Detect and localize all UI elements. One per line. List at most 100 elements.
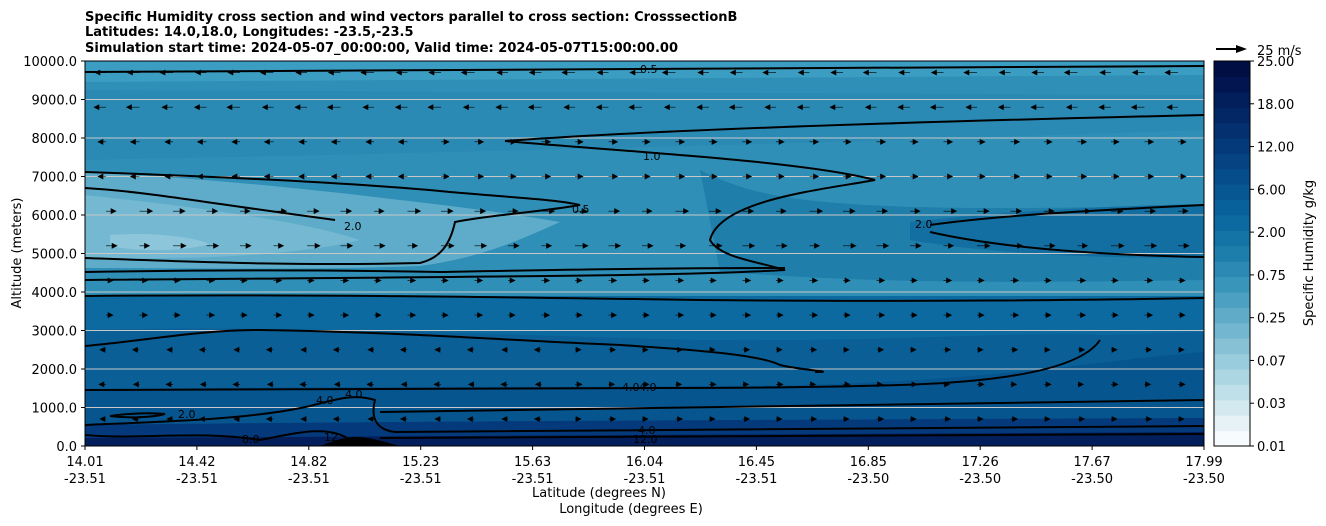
colorbar-segment — [1214, 76, 1250, 93]
wind-vector — [332, 416, 341, 423]
wind-vector — [330, 138, 341, 145]
wind-vector — [165, 381, 173, 388]
wind-vector — [742, 242, 756, 249]
wind-vector — [1044, 173, 1053, 180]
x-axis: 14.01 -23.51 14.42 -23.51 14.82 -23.51 15.23 -2… — [64, 446, 1225, 487]
wind-vector — [675, 381, 683, 388]
wind-vector — [829, 104, 843, 111]
wind-vector — [629, 69, 642, 76]
wind-vector — [467, 381, 475, 388]
wind-vector — [809, 381, 817, 388]
wind-vector — [173, 242, 187, 249]
wind-vector — [294, 104, 307, 111]
colorbar-segment — [1214, 215, 1250, 231]
wind-vector — [533, 346, 542, 353]
wind-vector — [661, 69, 676, 76]
wind-vector — [1111, 416, 1118, 423]
wind-vector — [299, 381, 307, 388]
wind-vector — [575, 346, 582, 353]
colorbar-tick-label: 0.25 — [1257, 312, 1286, 327]
wind-vector — [742, 346, 751, 353]
wind-vector — [132, 381, 140, 388]
wind-vector — [1010, 208, 1023, 215]
x-tick-label-lat: 16.45 — [738, 455, 775, 470]
colorbar-segment — [1214, 292, 1250, 308]
wind-vector — [843, 346, 850, 353]
wind-vector — [965, 104, 977, 111]
wind-vector — [434, 416, 441, 423]
colorbar-tick-label: 0.01 — [1257, 440, 1286, 455]
wind-vector — [596, 69, 609, 76]
wind-vector — [508, 312, 516, 319]
x-tick-label-lat: 17.26 — [962, 455, 999, 470]
wind-vector — [943, 138, 954, 145]
colorbar-segment — [1214, 184, 1250, 201]
wind-vector — [125, 104, 140, 111]
wind-vector — [226, 104, 240, 111]
contour-label: 2.0 — [344, 220, 362, 233]
wind-vector — [843, 138, 852, 145]
wind-vector — [231, 138, 240, 145]
wind-vector — [1178, 138, 1187, 145]
wind-vector — [231, 173, 240, 180]
x-tick-label-lon: -23.51 — [64, 472, 106, 487]
x-tick-label-lat: 16.85 — [850, 455, 887, 470]
wind-vector — [930, 69, 944, 76]
colorbar-segment — [1214, 107, 1250, 124]
contour-label: 4.0 — [639, 381, 657, 394]
wind-vector — [709, 242, 723, 249]
wind-vector — [776, 381, 784, 388]
wind-vector — [977, 173, 986, 180]
wind-vector — [261, 104, 274, 111]
wind-vector — [910, 312, 918, 319]
wind-vector — [1010, 312, 1020, 319]
wind-vector — [642, 346, 649, 353]
x-tick-label-lat: 14.01 — [66, 455, 103, 470]
wind-vector — [910, 208, 921, 215]
y-tick-label: 6000.0 — [32, 209, 78, 224]
colorbar-segment — [1214, 91, 1250, 108]
wind-vector — [129, 173, 140, 180]
wind-vector — [265, 346, 274, 353]
contour-label: 12.0 — [633, 433, 658, 446]
wind-vector — [233, 416, 240, 423]
wind-vector — [263, 138, 274, 145]
wind-vector — [173, 208, 186, 215]
wind-vector — [508, 173, 517, 180]
wind-vector — [876, 416, 885, 423]
contour-line-2.0-a — [85, 267, 786, 274]
contour-lines — [85, 65, 1204, 442]
wind-vector — [474, 138, 485, 145]
colorbar-segment — [1214, 245, 1250, 262]
wind-vector — [762, 69, 776, 76]
wind-vector — [196, 173, 207, 180]
wind-vectors — [93, 69, 1190, 423]
colorbar-segment — [1214, 369, 1250, 385]
wind-vector — [508, 277, 516, 284]
wind-vector — [263, 173, 274, 180]
wind-vector — [199, 381, 207, 388]
wind-vector — [1144, 277, 1154, 284]
colorbar-ticks: 0.01 0.03 0.07 0.25 0.75 2.00 6.00 12.00 18.00 25… — [1250, 55, 1294, 455]
wind-vector — [776, 173, 785, 180]
colorbar-segment — [1214, 153, 1250, 170]
wind-vector — [943, 208, 958, 215]
wind-vector — [776, 242, 788, 249]
wind-vector — [898, 69, 910, 76]
wind-vector — [1077, 346, 1086, 353]
colorbar-tick-label: 12.00 — [1257, 141, 1294, 156]
wind-vector — [709, 277, 717, 284]
wind-vector — [1077, 416, 1086, 423]
wind-vector — [1044, 416, 1051, 423]
wind-vector — [977, 277, 985, 284]
wind-vector — [1144, 312, 1154, 319]
wind-vector — [1111, 277, 1119, 284]
colorbar-tick-label: 0.75 — [1257, 269, 1286, 284]
contour-label: 2.0 — [915, 218, 933, 231]
wind-vector — [1077, 277, 1087, 284]
wind-vector — [232, 381, 240, 388]
wind-vector — [397, 173, 408, 180]
wind-vector — [696, 104, 709, 111]
wind-vector — [575, 173, 584, 180]
wind-vector — [709, 416, 716, 423]
